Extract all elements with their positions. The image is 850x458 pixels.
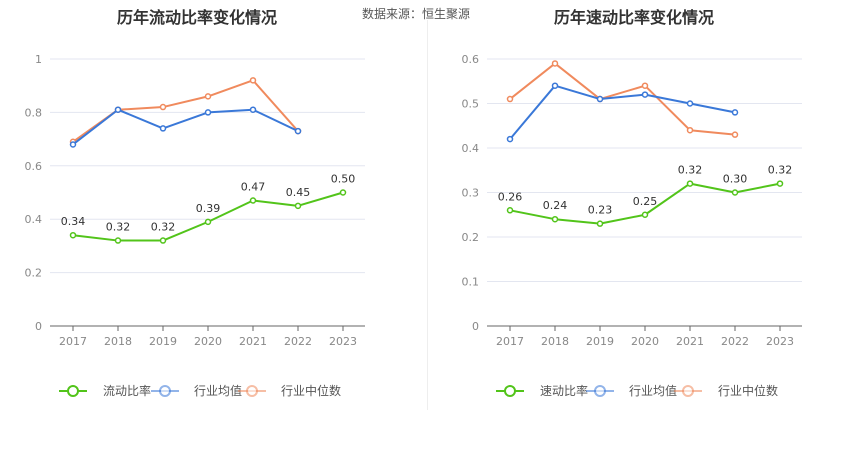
c2-x-tick-label: 2021	[676, 335, 704, 348]
c2-legend-marker-median[interactable]	[682, 385, 694, 397]
c2-data-label: 0.30	[723, 173, 748, 186]
c2-data-label: 0.32	[768, 164, 793, 177]
c1-data-label: 0.32	[151, 221, 176, 234]
c1-legend-label-average[interactable]: 行业均值	[194, 383, 242, 398]
c2-point-average[interactable]	[596, 95, 604, 103]
c1-y-tick-label: 0.2	[25, 267, 43, 280]
chart-title-quick-ratio: 历年速动比率变化情况	[554, 8, 715, 27]
c1-x-tick-label: 2019	[149, 335, 177, 348]
c1-point-company[interactable]	[294, 202, 302, 210]
c2-y-tick-label: 0.5	[462, 98, 480, 111]
c1-data-label: 0.32	[106, 221, 131, 234]
c2-y-tick-label: 0.4	[462, 142, 480, 155]
c2-data-label: 0.32	[678, 164, 703, 177]
c2-y-tick-label: 0	[472, 320, 479, 333]
c2-point-average[interactable]	[641, 91, 649, 98]
c1-legend-marker-company[interactable]	[67, 385, 79, 397]
c2-x-tick-label: 2022	[721, 335, 749, 348]
c2-point-median[interactable]	[641, 82, 649, 89]
c2-point-average[interactable]	[731, 109, 739, 116]
panel-divider	[427, 20, 428, 410]
c1-point-company[interactable]	[249, 197, 257, 204]
c1-legend-label-median[interactable]: 行业中位数	[281, 383, 341, 398]
c2-point-company[interactable]	[596, 220, 604, 227]
c2-point-median[interactable]	[506, 95, 514, 103]
c2-series-line-average	[509, 84, 736, 140]
c1-point-average[interactable]	[159, 125, 167, 132]
c2-legend-marker-company[interactable]	[504, 385, 516, 397]
c2-point-company[interactable]	[551, 215, 559, 223]
c1-data-label: 0.34	[61, 215, 86, 228]
c2-x-tick-label: 2019	[586, 335, 614, 348]
c1-point-company[interactable]	[204, 218, 212, 226]
c1-point-median[interactable]	[159, 103, 167, 111]
c1-data-label: 0.47	[241, 181, 266, 194]
c2-y-tick-label: 0.6	[462, 53, 480, 66]
c2-y-tick-label: 0.3	[462, 187, 480, 200]
c2-data-label: 0.25	[633, 195, 658, 208]
c1-point-median[interactable]	[249, 77, 257, 84]
c2-legend-label-company[interactable]: 速动比率	[540, 383, 588, 398]
c2-y-tick-label: 0.2	[462, 231, 480, 244]
c1-point-average[interactable]	[204, 109, 212, 116]
c2-point-average[interactable]	[551, 82, 559, 89]
c2-data-label: 0.23	[588, 204, 613, 217]
c1-point-average[interactable]	[114, 106, 122, 113]
c1-series-line-average	[72, 108, 299, 146]
c2-point-company[interactable]	[776, 180, 784, 187]
c1-x-tick-label: 2023	[329, 335, 357, 348]
c1-point-average[interactable]	[69, 141, 77, 148]
c1-point-company[interactable]	[339, 189, 347, 196]
data-source-value: 恒生聚源	[422, 7, 471, 21]
c1-data-label: 0.45	[286, 186, 311, 199]
c2-point-company[interactable]	[731, 189, 739, 196]
c2-data-label: 0.24	[543, 199, 568, 212]
c2-y-tick-label: 0.1	[462, 276, 480, 289]
c1-series-line-median	[72, 79, 299, 143]
c1-x-tick-label: 2022	[284, 335, 312, 348]
c2-legend-label-median[interactable]: 行业中位数	[718, 383, 778, 398]
c2-legend-marker-average[interactable]	[594, 385, 606, 397]
c2-point-company[interactable]	[686, 180, 694, 187]
c2-legend-label-average[interactable]: 行业均值	[629, 383, 677, 398]
c1-data-label: 0.39	[196, 202, 221, 215]
c2-x-tick-label: 2023	[766, 335, 794, 348]
c2-data-label: 0.26	[498, 190, 523, 203]
c1-y-tick-label: 0	[35, 320, 42, 333]
c1-legend-marker-average[interactable]	[159, 385, 171, 397]
c1-point-average[interactable]	[249, 106, 257, 113]
c1-y-tick-label: 0.8	[25, 106, 43, 119]
c2-point-median[interactable]	[551, 60, 559, 67]
c2-point-company[interactable]	[506, 207, 514, 214]
c1-x-tick-label: 2021	[239, 335, 267, 348]
c1-legend-label-company[interactable]: 流动比率	[103, 383, 151, 398]
c2-x-tick-label: 2018	[541, 335, 569, 348]
c1-y-tick-label: 0.4	[25, 213, 43, 226]
c2-x-tick-label: 2020	[631, 335, 659, 348]
c1-x-tick-label: 2017	[59, 335, 87, 348]
data-source-label: 数据来源：	[362, 7, 423, 21]
c1-x-tick-label: 2018	[104, 335, 132, 348]
c1-y-tick-label: 0.6	[25, 160, 43, 173]
c1-point-median[interactable]	[204, 93, 212, 100]
data-source: 数据来源：恒生聚源	[362, 5, 470, 22]
c1-point-company[interactable]	[114, 237, 122, 244]
c1-data-label: 0.50	[331, 173, 356, 186]
c1-y-tick-label: 1	[35, 53, 42, 66]
c2-point-average[interactable]	[686, 100, 694, 107]
c1-point-company[interactable]	[69, 231, 77, 239]
c1-legend-marker-median[interactable]	[246, 385, 258, 397]
c1-point-company[interactable]	[159, 237, 167, 244]
c1-x-tick-label: 2020	[194, 335, 222, 348]
c2-point-median[interactable]	[686, 126, 694, 134]
c2-x-tick-label: 2017	[496, 335, 524, 348]
chart-title-current-ratio: 历年流动比率变化情况	[117, 8, 278, 27]
c2-point-average[interactable]	[506, 135, 514, 143]
c2-point-median[interactable]	[731, 131, 739, 138]
c2-series-line-median	[509, 62, 736, 136]
c1-point-average[interactable]	[294, 127, 302, 135]
c2-point-company[interactable]	[641, 211, 649, 218]
